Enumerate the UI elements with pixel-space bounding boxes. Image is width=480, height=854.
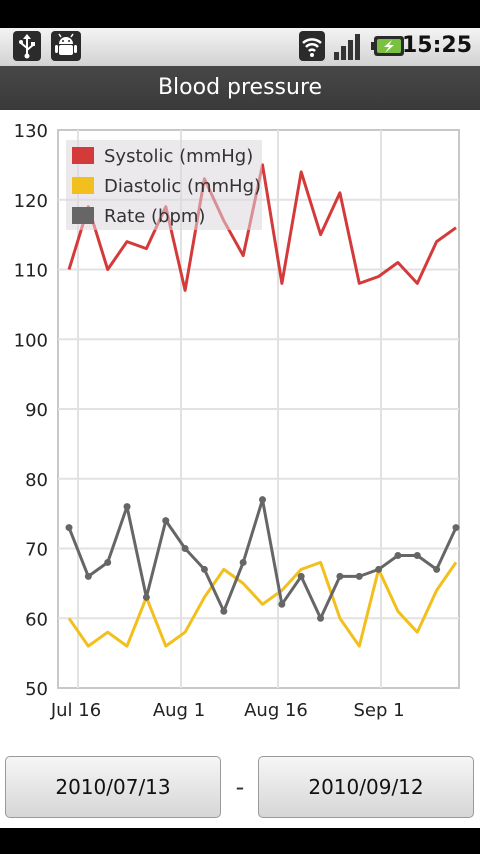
- chart-svg: 130 120 110 100 90 80 70 60 50 Jul 16 Aug 1 Aug 16…: [14, 121, 460, 721]
- x-tick-label: Sep 1: [353, 700, 404, 721]
- data-point: [162, 517, 170, 525]
- y-tick-label: 90: [25, 400, 48, 421]
- data-point: [104, 558, 112, 566]
- legend-swatch: [72, 147, 94, 164]
- android-debug-icon: [51, 31, 81, 61]
- legend-label: Rate (bpm): [104, 206, 205, 227]
- data-point: [278, 600, 286, 608]
- y-tick-label: 130: [14, 121, 48, 142]
- x-tick-label: Aug 16: [244, 700, 308, 721]
- y-axis-ticks: 130 120 110 100 90 80 70 60 50: [14, 121, 48, 700]
- data-point: [142, 593, 150, 601]
- series-line: [67, 560, 458, 648]
- data-point: [65, 524, 73, 532]
- legend-swatch: [72, 177, 94, 194]
- wifi-icon: [299, 31, 325, 61]
- y-tick-label: 120: [14, 191, 48, 212]
- start-date-button[interactable]: 2010/07/13: [5, 756, 221, 818]
- x-tick-label: Aug 1: [153, 700, 205, 721]
- date-range-separator: -: [235, 773, 245, 801]
- data-point: [200, 565, 208, 573]
- data-point: [317, 614, 325, 622]
- data-point: [181, 545, 189, 552]
- x-tick-label: Jul 16: [50, 700, 101, 721]
- y-tick-label: 100: [14, 330, 48, 351]
- page-title: Blood pressure: [0, 66, 480, 110]
- legend-label: Systolic (mmHg): [104, 146, 253, 167]
- date-range-bar: 2010/07/13 - 2010/09/12: [0, 740, 480, 830]
- battery-charging-icon: [371, 36, 404, 56]
- status-clock: 15:25: [401, 33, 472, 58]
- data-point: [84, 572, 92, 580]
- end-date-button[interactable]: 2010/09/12: [258, 756, 474, 818]
- legend-box: [66, 140, 262, 230]
- data-point: [375, 565, 383, 573]
- data-point: [220, 607, 228, 615]
- chart-legend: Systolic (mmHg) Diastolic (mmHg) Rate (bpm…: [66, 140, 262, 230]
- y-tick-label: 110: [14, 261, 48, 282]
- y-tick-label: 50: [25, 679, 48, 700]
- data-point: [297, 572, 305, 580]
- data-point: [413, 551, 421, 559]
- status-bar: [0, 0, 480, 28]
- y-tick-label: 80: [25, 470, 48, 491]
- signal-icon: [334, 34, 360, 60]
- series-line: [67, 163, 457, 292]
- data-point: [452, 524, 460, 532]
- legend-label: Diastolic (mmHg): [104, 176, 261, 197]
- blood-pressure-chart: 130 120 110 100 90 80 70 60 50 Jul 16 Aug 1 Aug 16…: [0, 110, 480, 730]
- data-point: [239, 558, 247, 566]
- data-point: [355, 572, 363, 580]
- data-point: [259, 496, 266, 504]
- bottom-bar: [0, 828, 480, 854]
- data-point: [336, 572, 344, 580]
- data-point: [394, 551, 402, 559]
- y-tick-label: 70: [25, 540, 48, 561]
- data-point: [433, 565, 441, 573]
- chart-series: [65, 163, 460, 648]
- legend-swatch: [72, 207, 94, 224]
- y-tick-label: 60: [25, 609, 48, 630]
- data-point: [123, 503, 131, 511]
- x-axis-ticks: Jul 16 Aug 1 Aug 16 Sep 1: [50, 700, 405, 721]
- usb-icon: [13, 31, 41, 61]
